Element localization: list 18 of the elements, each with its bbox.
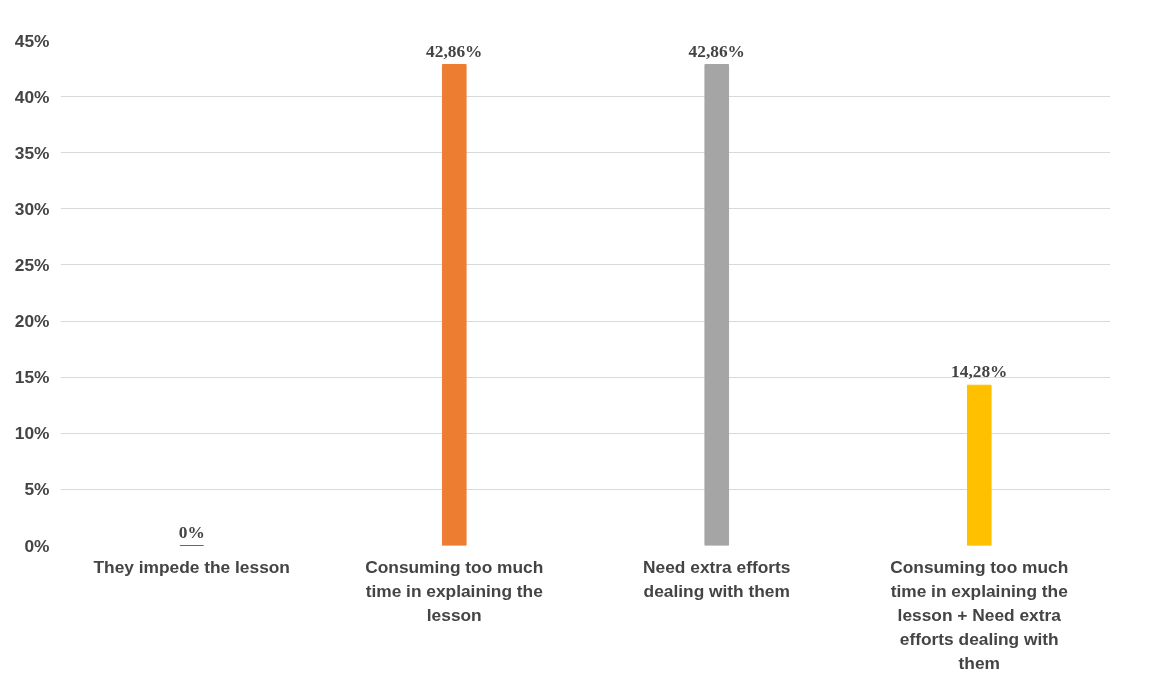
x-tick-label: Consuming too much time in explaining the lesson [365,556,544,625]
data-label: 42,86% [688,41,745,61]
y-tick-label: 15% [14,367,50,388]
y-tick-label: 5% [24,479,50,500]
y-tick-label: 45% [14,30,50,51]
y-tick-label: 0% [24,535,50,556]
x-tick-label: Consuming too much time in explaining the lesson + Need extra efforts dealing with them [890,556,1069,673]
data-label: 14,28% [951,362,1008,382]
x-tick-label: Need extra efforts dealing with them [643,556,791,601]
x-tick-label: They impede the lesson [93,556,290,577]
y-tick-label: 35% [14,142,50,163]
y-tick-label: 40% [14,86,50,107]
data-label: 42,86% [426,41,483,61]
y-tick-label: 30% [14,198,50,219]
y-tick-label: 20% [14,311,50,332]
y-tick-label: 10% [14,423,50,444]
y-tick-label: 25% [14,254,50,275]
data-label: 0% [178,522,205,542]
